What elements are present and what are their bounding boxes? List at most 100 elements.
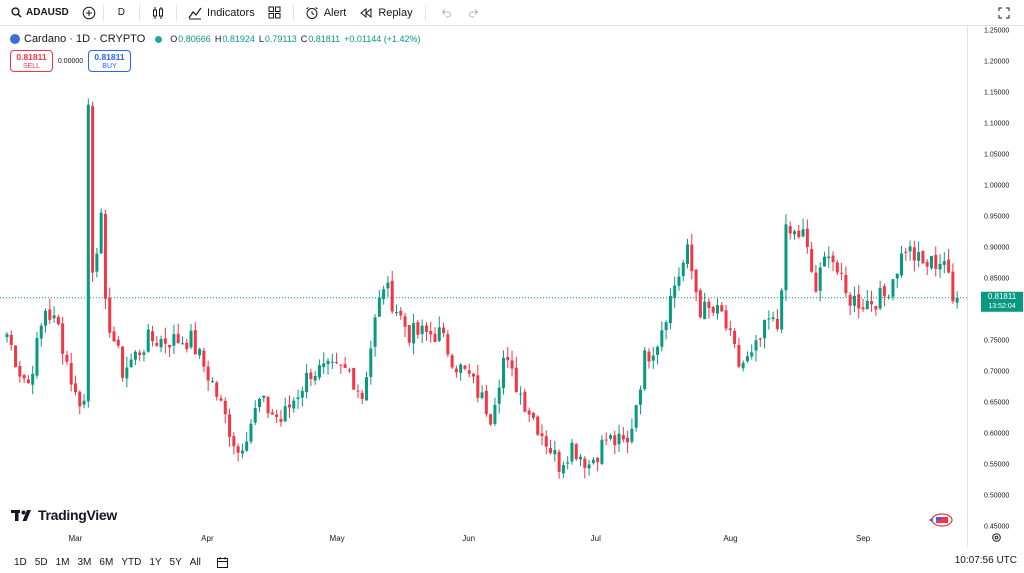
candle: [857, 284, 861, 319]
redo-button[interactable]: [466, 0, 482, 26]
range-5y-button[interactable]: 5Y: [169, 557, 182, 568]
fullscreen-icon: [996, 5, 1012, 21]
candle: [835, 259, 839, 276]
buy-button[interactable]: 0.81811 BUY: [88, 50, 131, 72]
candle: [767, 310, 771, 330]
candle: [339, 364, 343, 374]
fullscreen-button[interactable]: [996, 0, 1012, 26]
candle-body: [180, 343, 184, 345]
candle: [35, 331, 39, 379]
replay-button[interactable]: Replay: [358, 0, 413, 26]
brand-name: TradingView: [38, 507, 117, 523]
candle: [407, 325, 411, 347]
candle-body: [514, 367, 518, 393]
candle-body: [852, 295, 856, 306]
range-ytd-button[interactable]: YTD: [121, 557, 142, 568]
candle: [99, 208, 103, 255]
candle: [189, 324, 193, 350]
candle: [228, 408, 232, 447]
candle-body: [810, 248, 814, 272]
tradingview-logo[interactable]: TradingView: [11, 507, 117, 523]
candle-body: [112, 331, 116, 342]
undo-button[interactable]: [438, 0, 454, 26]
month-label: Mar: [68, 534, 82, 543]
templates-button[interactable]: [267, 0, 283, 26]
range-5d-button[interactable]: 5D: [34, 557, 48, 568]
candle-body: [583, 458, 587, 468]
candle-body: [86, 104, 90, 402]
candle: [951, 263, 955, 304]
compare-symbol-button[interactable]: [81, 0, 97, 26]
indicators-label: Indicators: [207, 6, 255, 19]
candle-body: [146, 329, 150, 352]
candle-body: [56, 316, 60, 325]
candle-body: [215, 382, 219, 397]
range-all-button[interactable]: All: [189, 557, 201, 568]
candle: [656, 345, 660, 365]
candle-body: [745, 356, 749, 362]
price-tick-label: 0.55000: [984, 462, 1009, 469]
market-status-icon[interactable]: [155, 35, 163, 43]
month-label: Jun: [462, 534, 475, 543]
sell-button[interactable]: 0.81811 SELL: [10, 50, 53, 72]
candle: [878, 280, 882, 311]
candle-body: [95, 253, 99, 272]
candle-body: [510, 360, 514, 369]
candle-body: [454, 368, 458, 373]
sell-label: SELL: [22, 63, 41, 70]
utc-clock[interactable]: 10:07:56 UTC: [954, 555, 1017, 566]
candle-body: [544, 436, 548, 447]
candle-body: [437, 327, 441, 341]
interval-button[interactable]: D: [118, 0, 125, 26]
candle-body: [347, 369, 351, 371]
candle: [771, 311, 775, 322]
tradingview-logo-icon: [11, 509, 31, 521]
candle: [673, 276, 677, 308]
range-6m-button[interactable]: 6M: [99, 557, 114, 568]
candle: [613, 430, 617, 455]
candle: [52, 306, 56, 323]
candle-body: [313, 375, 317, 381]
candle-body: [681, 262, 685, 277]
range-1m-button[interactable]: 1M: [55, 557, 70, 568]
candle: [630, 418, 634, 444]
calendar-range-icon[interactable]: [215, 555, 231, 571]
candlestick-chart[interactable]: MarAprMayJunJulAugSepOct: [0, 26, 967, 547]
candle: [810, 242, 814, 274]
candle-body: [279, 418, 283, 422]
candle-body: [22, 375, 26, 379]
search-icon: [8, 5, 24, 21]
candle: [420, 319, 424, 344]
candle: [14, 345, 18, 368]
candle-body: [895, 273, 899, 279]
range-1y-button[interactable]: 1Y: [149, 557, 162, 568]
candle-body: [330, 361, 334, 363]
candle-body: [407, 325, 411, 343]
candle: [531, 411, 535, 421]
indicators-button[interactable]: Indicators: [187, 0, 255, 26]
candle-body: [433, 333, 437, 342]
events-flag-icon[interactable]: [928, 512, 954, 528]
candle: [677, 267, 681, 291]
symbol-search[interactable]: ADAUSD: [0, 0, 69, 26]
candle: [895, 273, 899, 289]
range-1d-button[interactable]: 1D: [14, 557, 27, 568]
candle-body: [728, 328, 732, 330]
range-3m-button[interactable]: 3M: [77, 557, 92, 568]
candle: [758, 337, 762, 347]
candle: [583, 456, 587, 479]
gear-icon[interactable]: [991, 532, 1002, 543]
alert-button[interactable]: Alert: [304, 0, 346, 26]
price-tick-label: 1.10000: [984, 121, 1009, 128]
candle-body: [844, 274, 848, 294]
candle-body: [35, 337, 39, 376]
candle-body: [686, 244, 690, 264]
candle-body: [198, 349, 202, 356]
candle-body: [39, 325, 43, 339]
candle: [549, 439, 553, 455]
chart-type-button[interactable]: [150, 0, 166, 26]
candle: [352, 367, 356, 390]
candle: [240, 443, 244, 459]
price-axis[interactable]: 0.45000 0.50000 0.55000 0.60000 0.65000 0.700…: [967, 26, 1024, 547]
candle-body: [711, 307, 715, 313]
